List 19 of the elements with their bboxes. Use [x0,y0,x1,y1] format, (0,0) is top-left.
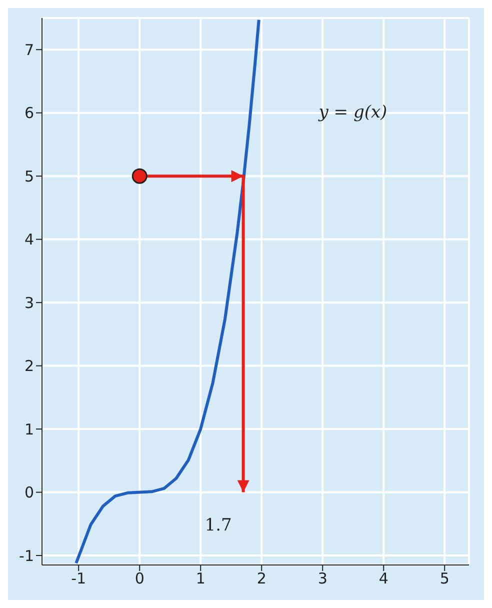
y-tick-label: 0 [24,484,34,502]
x-tick-label: -1 [71,570,86,588]
x-tick-label: 1 [196,570,206,588]
y-tick-label: 4 [24,230,34,249]
annotation: 1.7 [204,516,232,536]
line-series [74,18,260,565]
x-tick-label: 0 [134,570,144,588]
y-tick-label: -1 [19,546,34,565]
y-tick-label: 6 [24,104,34,122]
annotation: y = g(x) [318,102,388,122]
y-tick-label: 3 [24,294,34,312]
x-tick-label: 5 [440,570,450,588]
y-tick-label: 5 [24,167,34,186]
x-tick-label: 3 [318,570,328,588]
x-tick-label: 4 [378,570,388,588]
y-tick-label: 7 [24,40,34,59]
y-tick-label: 2 [24,357,34,376]
x-tick-label: 2 [256,570,266,588]
y-tick-label: 1 [24,420,34,438]
